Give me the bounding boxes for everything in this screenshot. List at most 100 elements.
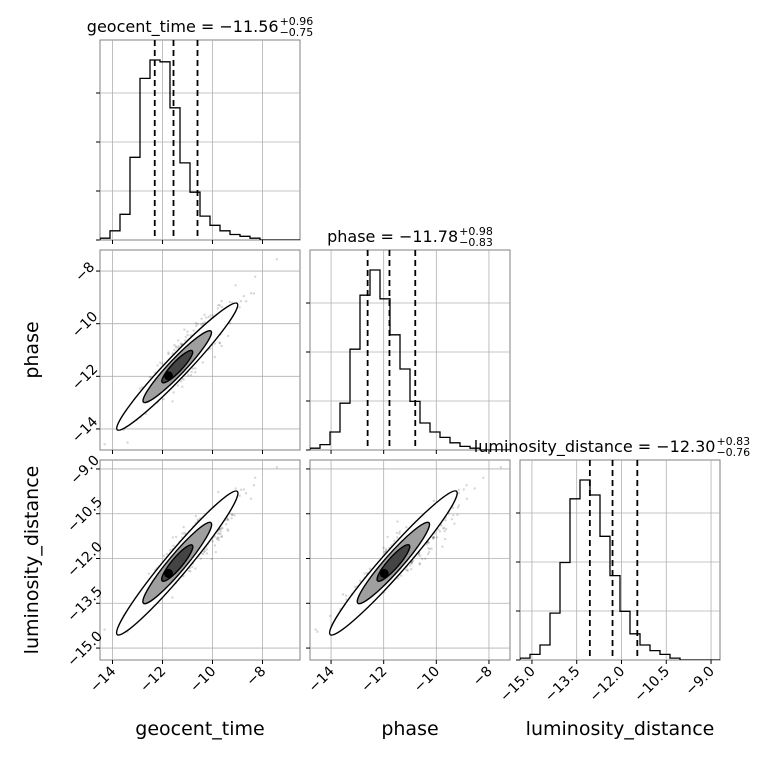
scatter-point: [437, 528, 440, 531]
grid-r2c1: [310, 460, 510, 660]
scatter-point: [216, 536, 219, 539]
scatter-point: [183, 328, 186, 331]
scatter-point: [205, 548, 209, 551]
scatter-point: [396, 536, 399, 539]
scatter-point: [217, 536, 220, 539]
scatter-point: [314, 628, 317, 631]
x-axis-label-geocent_time: geocent_time: [135, 718, 264, 740]
scatter-point: [316, 630, 319, 633]
scatter-point: [427, 541, 430, 545]
scatter-point: [184, 339, 187, 342]
scatter-point: [227, 529, 230, 532]
scatter-point: [384, 549, 388, 552]
scatter-point: [182, 525, 185, 529]
scatter-point: [220, 535, 224, 538]
scatter-point: [201, 552, 205, 556]
scatter-point: [441, 545, 444, 548]
scatter-point: [428, 547, 431, 551]
title-upper-error: +0.98: [459, 225, 493, 238]
scatter-point: [148, 375, 151, 379]
scatter-point: [205, 316, 208, 319]
scatter-point: [220, 344, 223, 348]
scatter-point: [363, 572, 366, 575]
x-tick-label: −12: [137, 664, 169, 696]
scatter-point: [207, 315, 210, 319]
scatter-point: [162, 398, 165, 401]
scatter-point: [396, 520, 399, 523]
scatter-point: [456, 513, 459, 517]
scatter-point: [194, 321, 197, 325]
x-tick-label: −13.5: [542, 664, 584, 706]
title-luminosity_distance: luminosity_distance = −12.30 +0.83−0.76: [474, 435, 750, 459]
scatter-point: [195, 324, 198, 328]
scatter-point: [199, 557, 202, 560]
x-tick-label: −10: [411, 664, 443, 696]
scatter-point: [203, 550, 207, 553]
scatter-point: [440, 524, 443, 527]
scatter-point: [445, 528, 448, 531]
scatter-point: [252, 484, 256, 487]
scatter-point: [192, 329, 195, 332]
scatter-point: [328, 614, 332, 618]
title-lower-error: −0.83: [459, 236, 493, 249]
scatter-point: [242, 488, 245, 491]
scatter-point: [147, 572, 150, 575]
scatter-point: [103, 443, 106, 446]
scatter-point: [172, 544, 175, 547]
scatter-point: [126, 441, 129, 444]
scatter-point: [227, 334, 230, 338]
scatter-point: [410, 562, 413, 565]
scatter-point: [450, 518, 454, 521]
scatter-point: [161, 362, 164, 365]
scatter-point: [345, 598, 348, 601]
scatter-point: [431, 536, 435, 539]
scatter-luminosity_distance-vs-phase: [314, 466, 502, 636]
scatter-point: [436, 536, 439, 539]
scatter-point: [244, 492, 248, 495]
scatter-point: [179, 380, 183, 383]
diag-panel-luminosity_distance: [519, 459, 721, 661]
scatter-point: [211, 540, 214, 543]
scatter-point: [382, 546, 385, 549]
scatter-point: [410, 568, 413, 571]
scatter-point: [169, 549, 172, 552]
scatter-point: [400, 574, 403, 577]
scatter-point: [210, 557, 213, 561]
scatter-point: [421, 557, 424, 561]
scatter-point: [406, 569, 409, 573]
scatter-point: [217, 538, 220, 542]
scatter-point: [405, 526, 408, 529]
scatter-point: [344, 594, 348, 597]
title-lower-error: −0.76: [716, 446, 750, 459]
scatter-point: [244, 300, 248, 303]
scatter-point: [226, 518, 230, 521]
scatter-point: [224, 523, 228, 526]
scatter-point: [275, 258, 279, 261]
title-value: luminosity_distance = −12.30: [474, 437, 716, 457]
scatter-point: [171, 536, 175, 539]
y-tick-label: −10: [69, 309, 101, 341]
scatter-point: [181, 385, 184, 388]
scatter-point: [174, 345, 177, 348]
scatter-point: [443, 529, 446, 533]
scatter-point: [234, 284, 237, 287]
scatter-point: [173, 343, 176, 347]
y-axis-label-phase: phase: [21, 321, 43, 378]
density-peak: [164, 568, 173, 578]
x-tick-label: −15.0: [497, 664, 539, 706]
scatter-point: [341, 593, 345, 596]
scatter-point: [398, 532, 401, 535]
scatter-point: [408, 564, 412, 567]
scatter-point: [432, 536, 436, 539]
scatter-point: [431, 536, 435, 539]
scatter-point: [462, 488, 465, 491]
scatter-point: [438, 530, 442, 533]
scatter-point: [410, 561, 413, 565]
scatter-point: [385, 548, 388, 551]
y-tick-label: −12: [69, 361, 101, 393]
grid-r0c0: [100, 40, 300, 240]
scatter-point: [194, 514, 197, 518]
scatter-point: [218, 304, 222, 307]
x-tick-label: −14: [87, 663, 119, 695]
scatter-point: [156, 364, 159, 367]
